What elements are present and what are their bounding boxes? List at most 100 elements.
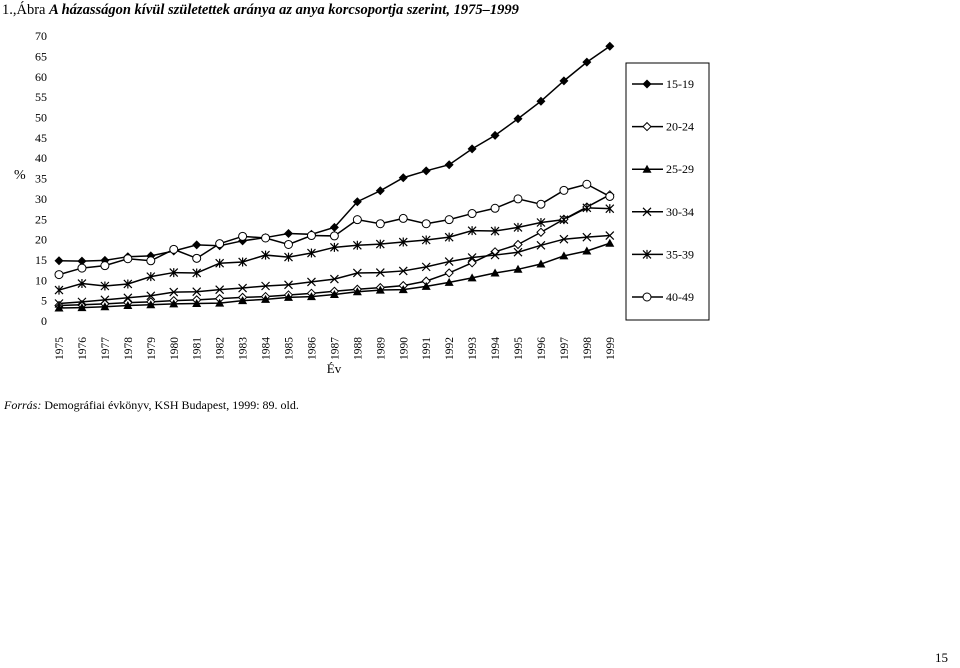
x-tick-label: 1975 xyxy=(54,337,66,360)
data-point xyxy=(169,287,179,297)
data-point xyxy=(54,303,64,312)
data-point xyxy=(146,272,156,282)
data-point xyxy=(490,203,500,213)
x-tick-label: 1985 xyxy=(284,337,296,360)
x-tick-label: 1983 xyxy=(238,337,250,360)
y-tick-label: 20 xyxy=(35,233,47,247)
data-point xyxy=(54,285,64,295)
data-point xyxy=(421,166,431,176)
data-point xyxy=(642,249,652,259)
data-point xyxy=(444,277,454,286)
data-point xyxy=(559,215,569,225)
data-point xyxy=(642,121,652,132)
data-point xyxy=(513,264,523,273)
data-point xyxy=(123,254,133,264)
data-point xyxy=(169,299,179,308)
data-point xyxy=(605,204,615,214)
data-point xyxy=(238,296,248,305)
data-point xyxy=(536,218,546,228)
data-point xyxy=(284,239,293,249)
data-point xyxy=(398,285,408,294)
data-point xyxy=(238,257,248,267)
figure-number: 1.,Ábra xyxy=(2,2,46,18)
data-point xyxy=(329,242,339,252)
legend-label: 35-39 xyxy=(666,247,694,261)
data-point xyxy=(192,240,202,250)
data-point xyxy=(398,266,408,276)
data-point xyxy=(215,298,225,307)
data-point xyxy=(192,298,202,307)
data-point xyxy=(169,244,179,254)
data-point xyxy=(582,57,592,67)
data-point xyxy=(375,219,385,229)
data-point xyxy=(513,194,523,204)
data-point xyxy=(352,240,362,250)
data-point xyxy=(261,294,271,303)
data-point xyxy=(536,227,546,237)
data-point xyxy=(536,240,546,250)
data-point xyxy=(306,231,316,241)
data-point xyxy=(352,287,362,296)
x-axis-label: Év xyxy=(327,361,342,376)
y-tick-label: 65 xyxy=(35,49,47,63)
data-point xyxy=(605,191,615,201)
data-point xyxy=(261,250,270,260)
data-point xyxy=(444,268,454,278)
y-tick-label: 25 xyxy=(35,212,47,226)
legend-label: 25-29 xyxy=(666,162,694,176)
data-point xyxy=(605,231,615,240)
data-point xyxy=(513,222,523,232)
x-tick-label: 1976 xyxy=(77,337,89,360)
data-point xyxy=(100,295,110,305)
data-point xyxy=(421,262,431,272)
y-tick-label: 0 xyxy=(41,314,47,328)
x-tick-label: 1992 xyxy=(444,337,456,360)
data-point xyxy=(582,232,592,242)
x-tick-label: 1988 xyxy=(352,337,364,360)
x-tick-label: 1984 xyxy=(261,337,273,360)
data-point xyxy=(352,268,362,278)
data-point xyxy=(238,231,248,241)
data-point xyxy=(467,253,477,262)
y-tick-label: 60 xyxy=(35,70,47,84)
x-tick-label: 1982 xyxy=(215,337,227,360)
y-tick-label: 5 xyxy=(41,294,47,308)
data-point xyxy=(77,256,87,266)
data-point xyxy=(192,268,202,278)
data-point xyxy=(215,239,225,249)
x-tick-label: 1989 xyxy=(375,337,387,360)
y-tick-label: 55 xyxy=(35,90,47,104)
data-point xyxy=(513,247,523,257)
data-point xyxy=(444,257,454,267)
data-point xyxy=(536,259,546,268)
data-point xyxy=(398,237,408,247)
data-point xyxy=(146,256,156,266)
legend-box xyxy=(625,62,710,321)
data-point xyxy=(54,256,64,266)
y-tick-label: 45 xyxy=(35,131,47,145)
x-tick-label: 1998 xyxy=(582,337,594,360)
legend-label: 20-24 xyxy=(666,120,694,134)
source-note: Forrás: Demográfiai évkönyv, KSH Budapes… xyxy=(4,398,299,413)
data-point xyxy=(146,291,156,301)
x-tick-label: 1990 xyxy=(398,337,410,360)
page-title: 1.,Ábra A házasságon kívül születettek a… xyxy=(2,2,519,19)
data-point xyxy=(329,290,339,299)
data-point xyxy=(642,292,652,302)
data-point xyxy=(444,160,454,170)
data-point xyxy=(398,213,408,223)
figure-title: A házasságon kívül születettek aránya az… xyxy=(49,2,519,18)
data-point xyxy=(284,292,293,301)
data-point xyxy=(123,293,133,303)
x-tick-label: 1979 xyxy=(146,337,158,360)
x-tick-label: 1993 xyxy=(467,337,479,360)
data-point xyxy=(467,226,477,236)
x-tick-label: 1978 xyxy=(123,337,135,360)
data-point xyxy=(77,279,87,289)
data-point xyxy=(77,263,87,273)
data-point xyxy=(642,79,652,89)
y-tick-label: 50 xyxy=(35,111,47,125)
source-label: Forrás: xyxy=(4,398,42,412)
data-point xyxy=(192,253,202,263)
x-tick-label: 1980 xyxy=(169,337,181,360)
